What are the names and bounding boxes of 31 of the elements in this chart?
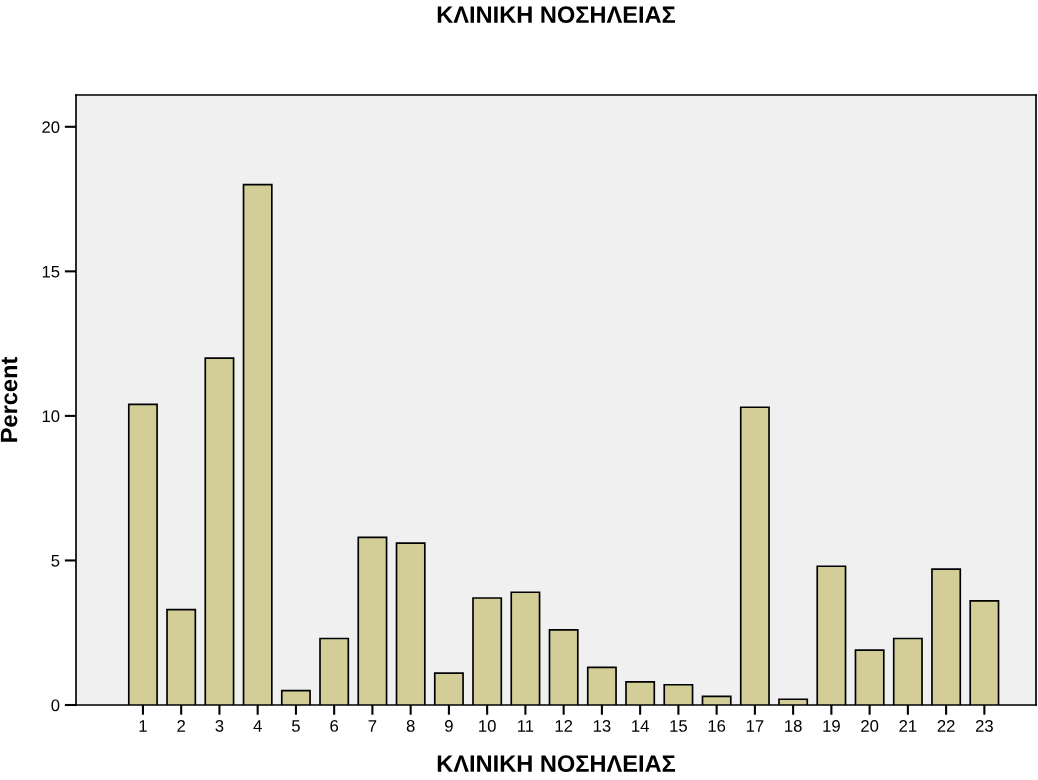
y-tick-label: 20 bbox=[42, 121, 60, 133]
x-tick-label: 21 bbox=[899, 720, 917, 732]
x-tick-label: 17 bbox=[746, 720, 764, 732]
x-axis-title: ΚΛΙΝΙΚΗ ΝΟΣΗΛΕΙΑΣ bbox=[437, 755, 676, 772]
x-tick-label: 11 bbox=[518, 720, 534, 732]
y-tick-label: 10 bbox=[42, 410, 60, 423]
x-tick-label: 13 bbox=[593, 720, 611, 732]
x-tick-label: 1 bbox=[139, 720, 147, 732]
x-tick-label: 9 bbox=[445, 720, 453, 732]
x-tick-label: 20 bbox=[861, 720, 879, 732]
y-tick-label: 0 bbox=[51, 699, 60, 712]
x-tick-label: 2 bbox=[177, 720, 185, 732]
x-tick-label: 4 bbox=[253, 720, 262, 732]
y-tick-label: 15 bbox=[42, 265, 60, 278]
x-tick-label: 15 bbox=[670, 720, 687, 732]
x-tick-label: 22 bbox=[937, 720, 955, 732]
x-tick-label: 7 bbox=[368, 720, 377, 732]
x-tick-label: 19 bbox=[823, 720, 840, 732]
chart-title: ΚΛΙΝΙΚΗ ΝΟΣΗΛΕΙΑΣ bbox=[437, 6, 676, 24]
x-tick-label: 6 bbox=[330, 720, 339, 732]
x-tick-label: 14 bbox=[632, 720, 649, 732]
x-tick-label: 10 bbox=[479, 720, 496, 732]
y-tick-label: 5 bbox=[51, 555, 60, 567]
y-axis-title: Percent bbox=[0, 356, 18, 442]
x-tick-label: 18 bbox=[785, 720, 802, 732]
x-tick-label: 8 bbox=[406, 720, 415, 732]
x-tick-label: 12 bbox=[555, 720, 573, 732]
x-tick-label: 5 bbox=[291, 720, 300, 732]
x-tick-label: 23 bbox=[975, 720, 993, 732]
x-tick-label: 16 bbox=[708, 720, 726, 732]
x-tick-label: 3 bbox=[215, 720, 224, 732]
